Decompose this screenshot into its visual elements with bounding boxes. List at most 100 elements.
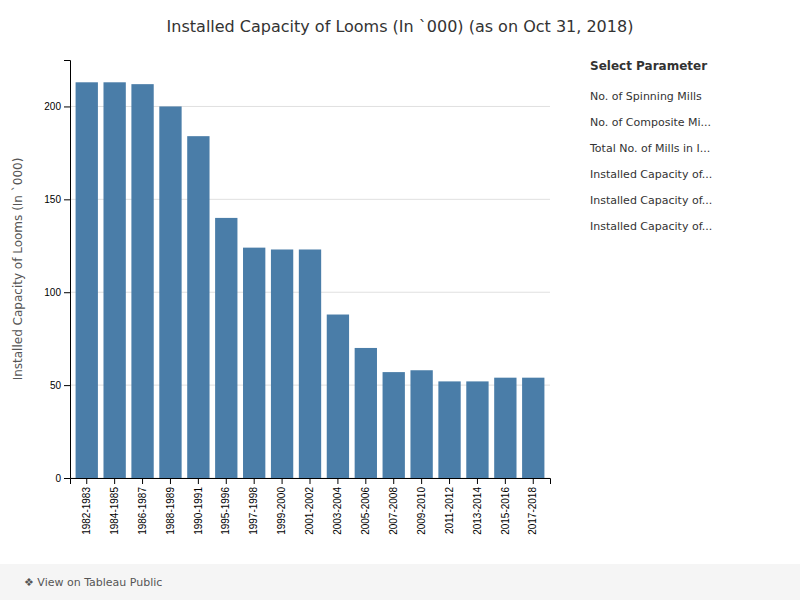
tick-label: 1984-1985 (109, 487, 120, 535)
panel-item: Total No. of Mills in I... (589, 142, 710, 155)
bar (383, 372, 405, 478)
tick-mark (64, 292, 70, 293)
panel-item: Installed Capacity of... (590, 168, 712, 181)
plot: 0501001502001982-19831984-19851986-19871… (11, 61, 551, 535)
tick-label: 1982-1983 (81, 487, 92, 535)
tick: 200 (44, 101, 70, 112)
bar (410, 370, 432, 478)
bar (103, 82, 125, 478)
tick-mark (170, 478, 171, 484)
tick: 1995-1996 (220, 478, 231, 535)
tick-mark (64, 199, 70, 200)
tick-label: 1999-2000 (276, 487, 287, 535)
bar (299, 249, 321, 478)
tick: 0 (55, 473, 70, 484)
tick: 150 (44, 194, 70, 205)
tick: 2007-2008 (388, 478, 399, 535)
tick-mark (198, 478, 199, 484)
tick-label: 1986-1987 (137, 487, 148, 535)
tick-label: 50 (50, 380, 62, 391)
tick-label: 100 (44, 287, 61, 298)
tick: 2013-2014 (472, 478, 483, 535)
panel-item: Installed Capacity of... (590, 194, 712, 207)
tick: 2001-2002 (304, 478, 315, 535)
tick-label: 2011-2012 (444, 487, 455, 535)
tick-label: 1988-1989 (165, 487, 176, 535)
tick-label: 2005-2006 (360, 487, 371, 535)
bar (466, 381, 488, 478)
tick-mark (282, 478, 283, 484)
bar (187, 136, 209, 478)
tick-mark (114, 478, 115, 484)
tick-label: 2009-2010 (416, 487, 427, 535)
footer-background (0, 564, 800, 600)
tick-label: 1997-1998 (248, 487, 259, 535)
tick: 2017-2018 (527, 478, 538, 535)
bars (76, 82, 545, 478)
tick-label: 2013-2014 (472, 487, 483, 535)
footer: ❖ View on Tableau Public (0, 564, 800, 600)
tick-label: 2007-2008 (388, 487, 399, 535)
tick-mark (477, 478, 478, 484)
axis-line (64, 61, 71, 479)
x-axis: 1982-1983 1984-1985 1986-1987 1988-1989 1990… (71, 478, 551, 535)
tick: 1997-1998 (248, 478, 259, 535)
tick-mark (337, 478, 338, 484)
tick-label: 2001-2002 (304, 487, 315, 535)
bar (494, 378, 516, 478)
tick-mark (533, 478, 534, 484)
tick-mark (310, 478, 311, 484)
tick-label: 1995-1996 (220, 487, 231, 535)
tick: 1999-2000 (276, 478, 287, 535)
tick-mark (254, 478, 255, 484)
tick-mark (449, 478, 450, 484)
tick: 2003-2004 (332, 478, 343, 535)
tick-mark (365, 478, 366, 484)
bar (76, 82, 98, 478)
tick: 1988-1989 (165, 478, 176, 535)
tick-mark (421, 478, 422, 484)
bar (355, 348, 377, 478)
tick-label: 2003-2004 (332, 487, 343, 535)
tick: 2009-2010 (416, 478, 427, 535)
bar (243, 248, 265, 478)
tick: 1984-1985 (109, 478, 120, 535)
bar (522, 378, 544, 478)
tick-label: 1990-1991 (193, 487, 204, 535)
parameter-panel: Select ParameterNo. of Spinning MillsNo.… (589, 59, 712, 233)
panel-item: No. of Composite Mi... (590, 116, 711, 129)
bar (271, 249, 293, 478)
bar (327, 315, 349, 478)
tick-mark (64, 385, 70, 386)
panel-item: No. of Spinning Mills (590, 90, 702, 103)
title: Installed Capacity of Looms (In `000) (a… (167, 17, 634, 36)
tick: 2015-2016 (500, 478, 511, 535)
bar (438, 381, 460, 478)
tick: 2011-2012 (444, 478, 455, 534)
tick: 50 (50, 380, 70, 391)
tick-label: 2015-2016 (500, 487, 511, 535)
tick-label: 200 (44, 101, 61, 112)
y-axis-label: Installed Capacity of Looms (In `000) (11, 158, 25, 381)
tick-mark (505, 478, 506, 484)
bar (215, 218, 237, 478)
tick-mark (226, 478, 227, 484)
tick: 2005-2006 (360, 478, 371, 535)
footer-text: ❖ View on Tableau Public (24, 576, 162, 589)
bar (159, 106, 181, 478)
axis-line (71, 479, 551, 485)
tick-mark (64, 106, 70, 107)
tick-mark (64, 478, 70, 479)
tick-mark (393, 478, 394, 484)
tick-label: 2017-2018 (527, 487, 538, 535)
bar (131, 84, 153, 478)
panel-item: Installed Capacity of... (590, 220, 712, 233)
tick: 1990-1991 (193, 478, 204, 535)
tick: 100 (44, 287, 70, 298)
chart: Installed Capacity of Looms (In `000) (a… (0, 0, 800, 600)
y-axis: 0 50 100 150 200 (44, 61, 70, 484)
tick-label: 0 (55, 473, 61, 484)
tick: 1986-1987 (137, 478, 148, 535)
tick-mark (142, 478, 143, 484)
tick: 1982-1983 (81, 478, 92, 535)
